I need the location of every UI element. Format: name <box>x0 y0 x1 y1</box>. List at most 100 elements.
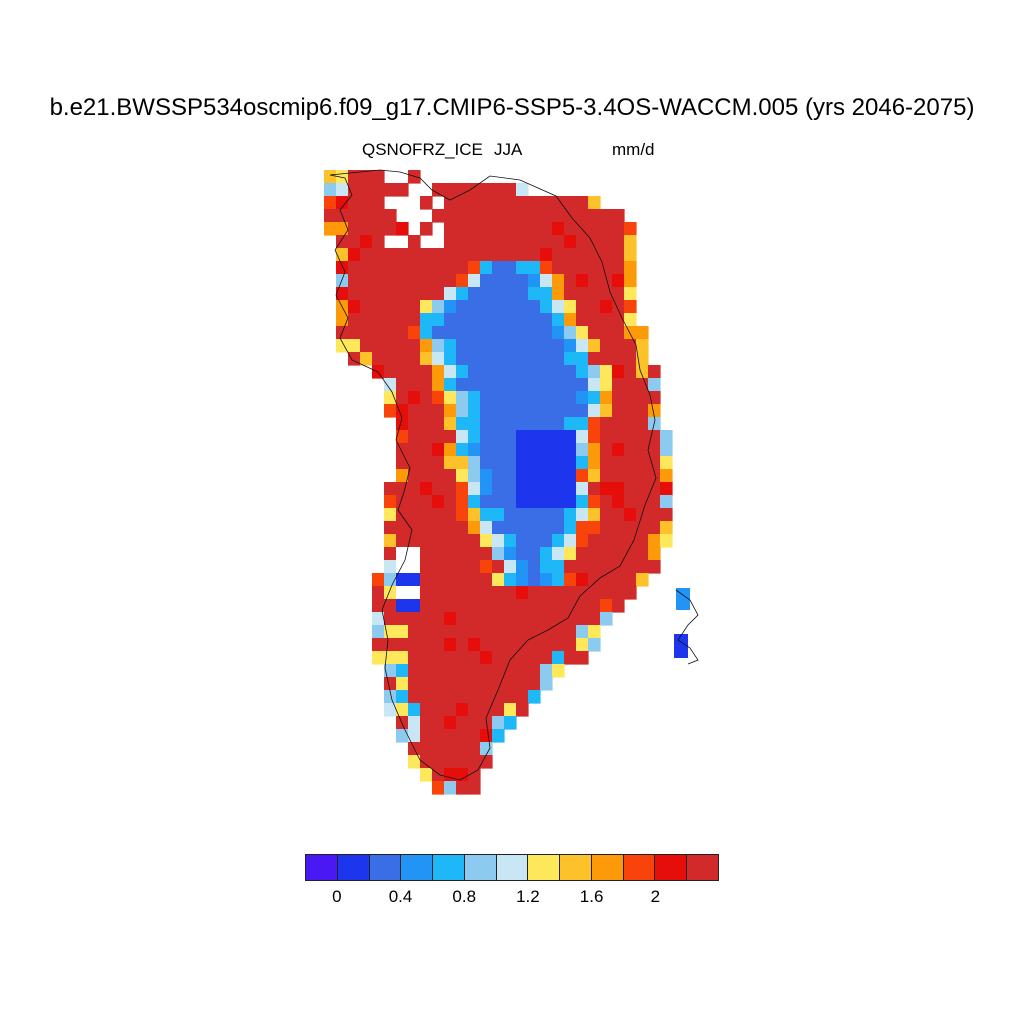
field-cell <box>564 456 577 470</box>
field-cell <box>588 196 601 210</box>
field-cell <box>624 274 637 288</box>
field-cell <box>468 339 481 353</box>
field-cell <box>564 443 577 457</box>
field-cell <box>564 521 577 535</box>
field-cell <box>456 781 469 795</box>
field-cell <box>468 248 481 262</box>
field-cell <box>636 365 649 379</box>
field-cell <box>408 677 421 691</box>
field-cell <box>588 352 601 366</box>
field-cell <box>540 261 553 275</box>
field-cell <box>504 625 517 639</box>
field-cell <box>612 287 625 301</box>
field-cell <box>360 274 373 288</box>
field-cell <box>456 651 469 665</box>
field-cell <box>444 573 457 587</box>
field-cell <box>444 495 457 509</box>
field-cell <box>444 456 457 470</box>
field-cell <box>384 378 397 392</box>
field-cell <box>456 235 469 249</box>
field-cell <box>432 248 445 262</box>
field-cell <box>624 534 637 548</box>
field-cell <box>384 300 397 314</box>
field-cell <box>528 365 541 379</box>
field-cell <box>456 209 469 223</box>
field-cell <box>624 547 637 561</box>
field-cell <box>492 534 505 548</box>
field-cell <box>432 274 445 288</box>
field-cell <box>648 391 661 405</box>
field-cell <box>540 248 553 262</box>
field-cell <box>588 625 601 639</box>
field-cell <box>588 599 601 613</box>
field-cell <box>540 365 553 379</box>
field-cell <box>612 417 625 431</box>
field-cell <box>396 183 409 197</box>
field-cell <box>612 274 625 288</box>
field-cell <box>384 209 397 223</box>
field-cell <box>492 209 505 223</box>
field-cell <box>624 417 637 431</box>
field-cell <box>552 365 565 379</box>
field-cell <box>576 261 589 275</box>
field-cell <box>360 183 373 197</box>
field-cell <box>396 495 409 509</box>
field-cell <box>420 495 433 509</box>
field-cell <box>540 573 553 587</box>
field-cell <box>540 378 553 392</box>
field-cell <box>492 274 505 288</box>
field-cell <box>444 599 457 613</box>
field-cell <box>408 404 421 418</box>
field-cell <box>552 560 565 574</box>
field-cell <box>552 625 565 639</box>
field-cell <box>456 573 469 587</box>
field-cell <box>480 456 493 470</box>
field-cell <box>624 404 637 418</box>
field-cell <box>576 625 589 639</box>
field-cell <box>384 521 397 535</box>
field-cell <box>420 404 433 418</box>
field-cell <box>396 703 409 717</box>
field-cell <box>576 638 589 652</box>
field-cell <box>396 404 409 418</box>
field-cell <box>636 430 649 444</box>
field-cell <box>408 755 421 769</box>
field-cell <box>372 326 385 340</box>
field-cell <box>576 300 589 314</box>
field-cell <box>504 573 517 587</box>
field-cell <box>564 287 577 301</box>
field-cell <box>576 391 589 405</box>
field-cell <box>384 664 397 678</box>
field-cell <box>600 560 613 574</box>
field-cell <box>384 365 397 379</box>
field-cell <box>504 235 517 249</box>
field-cell <box>552 586 565 600</box>
field-cell <box>468 196 481 210</box>
field-cell <box>492 521 505 535</box>
field-cell <box>576 495 589 509</box>
field-cell <box>674 634 688 658</box>
field-cell <box>420 664 433 678</box>
field-cell <box>624 378 637 392</box>
field-cell <box>432 430 445 444</box>
field-cell <box>396 287 409 301</box>
field-cell <box>396 534 409 548</box>
field-cell <box>504 612 517 626</box>
field-cell <box>420 586 433 600</box>
field-cell <box>552 573 565 587</box>
field-cell <box>528 300 541 314</box>
field-cell <box>648 378 661 392</box>
field-cell <box>384 326 397 340</box>
field-cell <box>504 599 517 613</box>
field-cell <box>420 326 433 340</box>
field-cell <box>456 196 469 210</box>
field-cell <box>480 755 493 769</box>
field-cell <box>396 261 409 275</box>
field-cell <box>420 703 433 717</box>
field-cell <box>492 196 505 210</box>
field-cell <box>396 729 409 743</box>
field-cell <box>552 443 565 457</box>
field-cell <box>348 222 361 236</box>
field-cell <box>528 690 541 704</box>
field-cell <box>552 521 565 535</box>
